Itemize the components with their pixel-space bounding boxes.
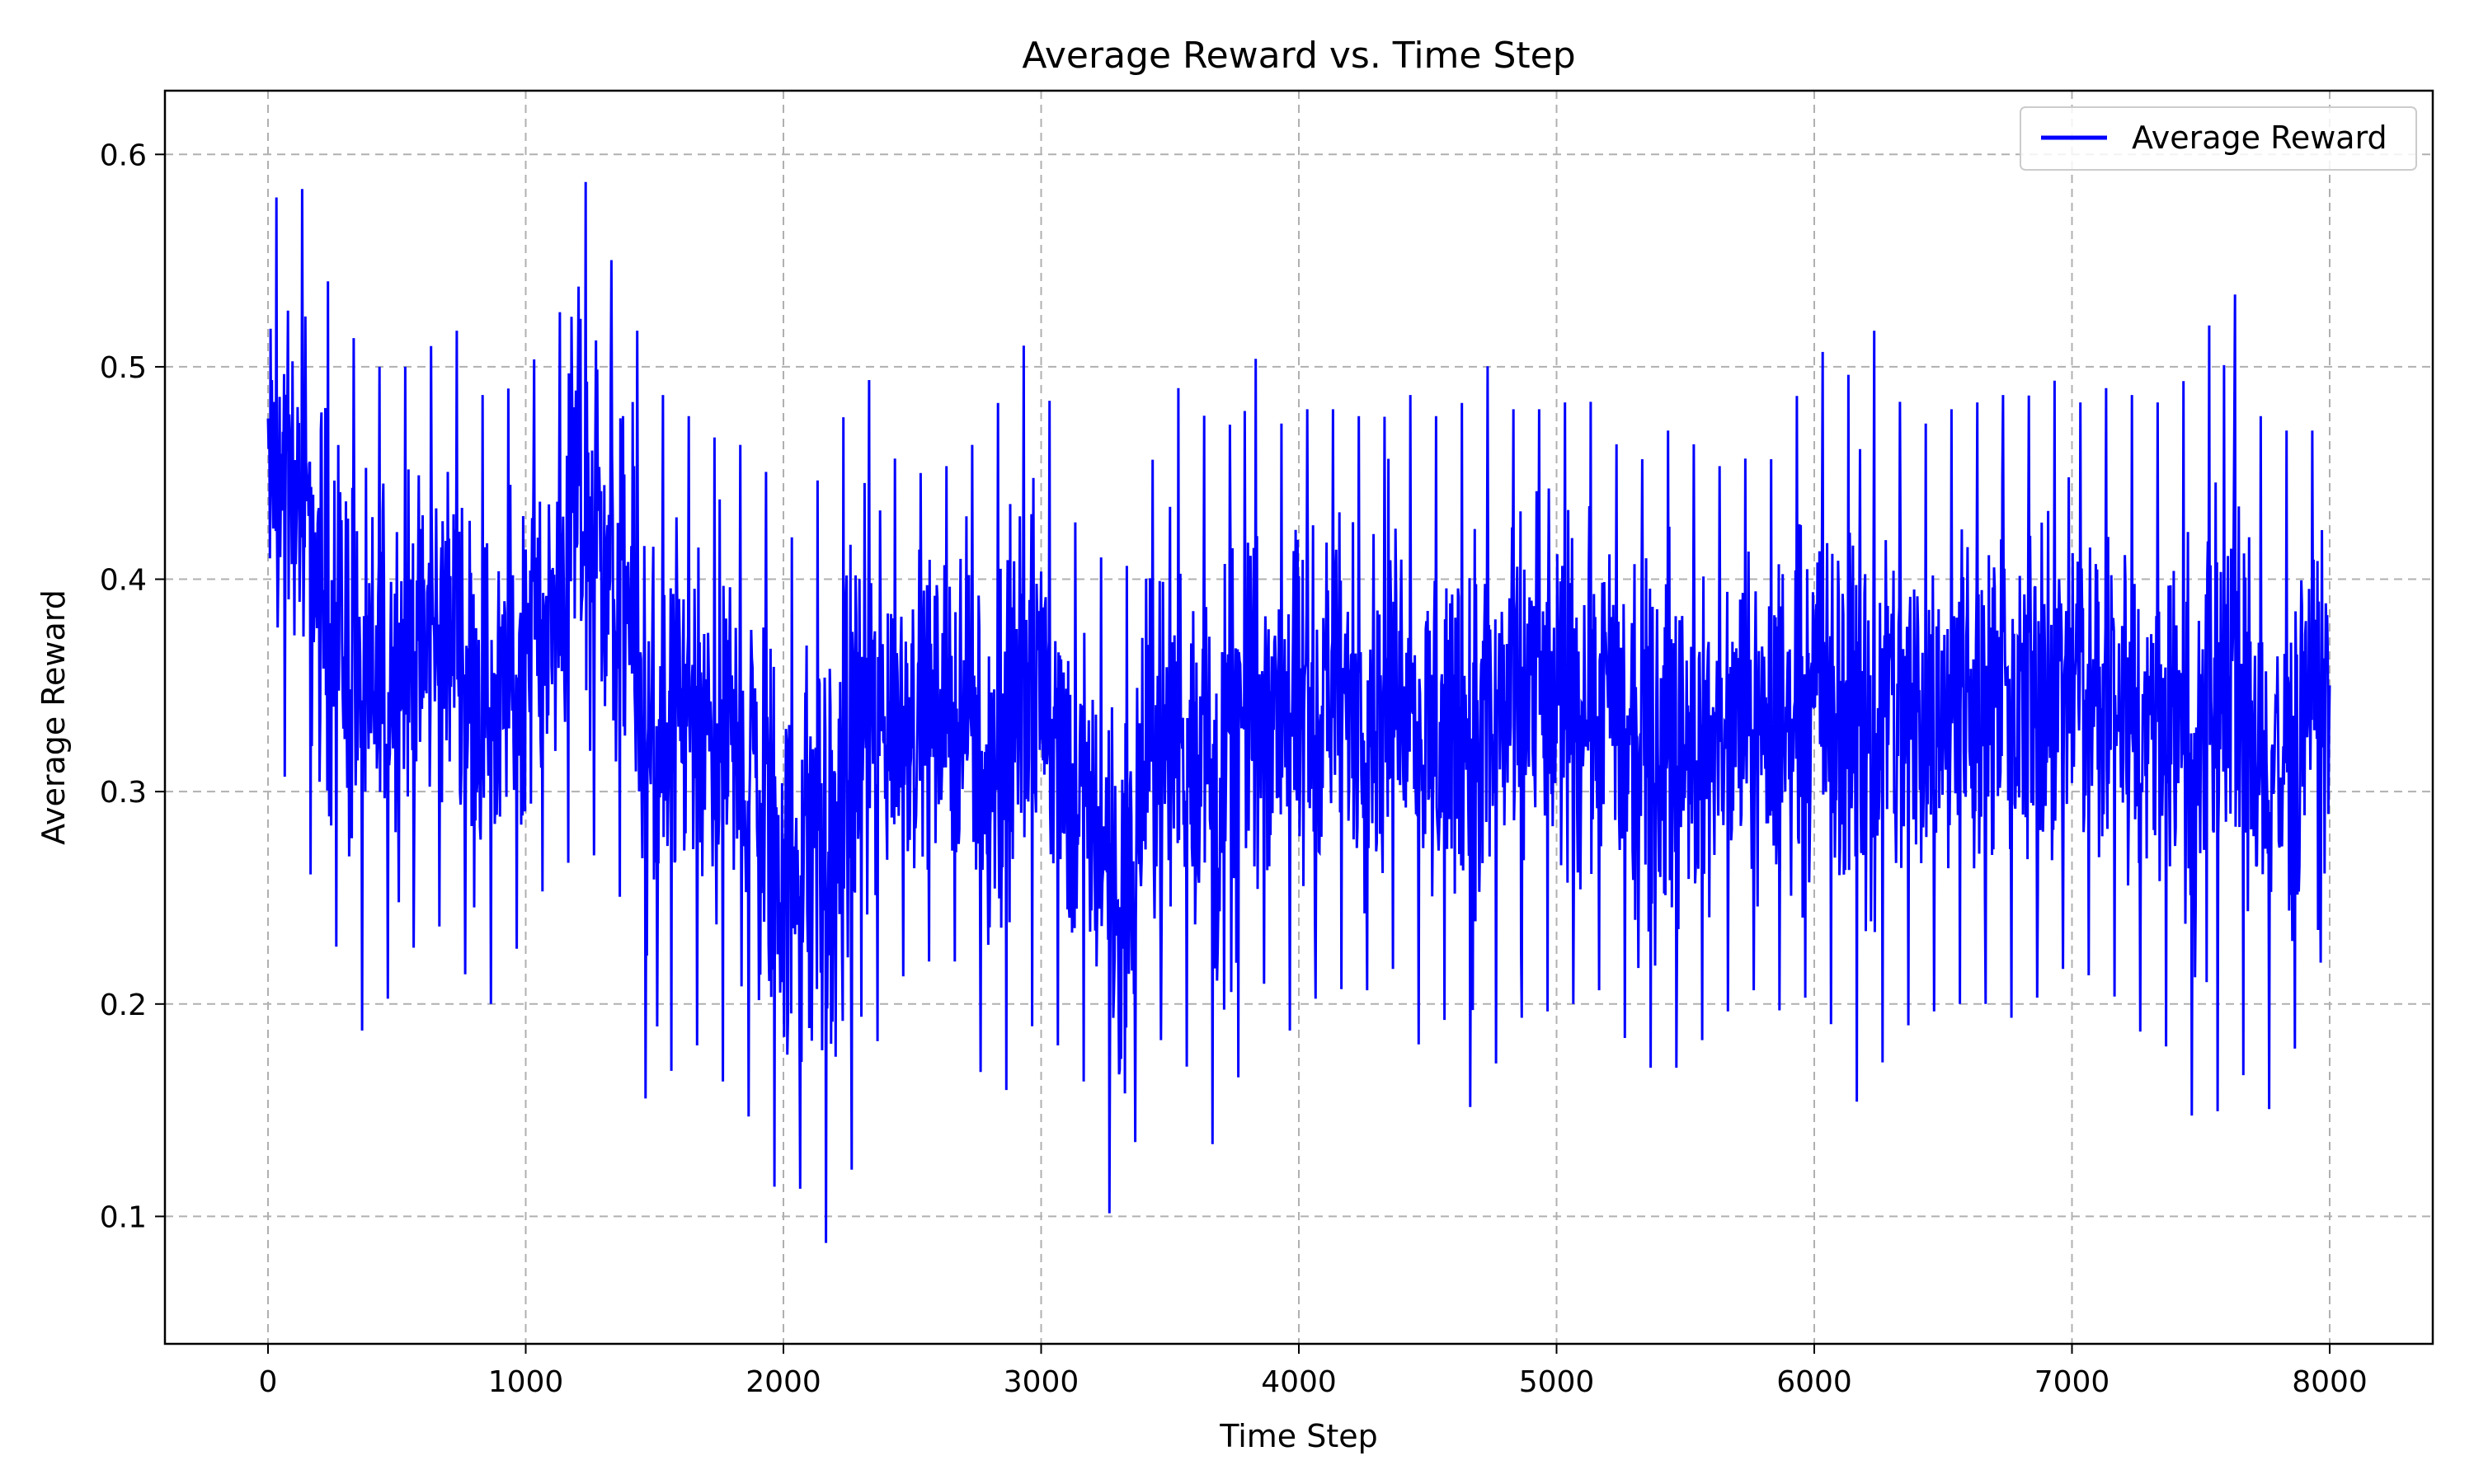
x-tick-label: 6000 <box>1776 1365 1852 1399</box>
x-tick-label: 5000 <box>1519 1365 1595 1399</box>
legend-box <box>2020 106 2417 171</box>
y-tick-label: 0.5 <box>100 351 147 385</box>
x-axis-label: Time Step <box>1219 1418 1378 1454</box>
chart-title: Average Reward vs. Time Step <box>1022 35 1575 77</box>
x-tick-label: 7000 <box>2034 1365 2110 1399</box>
y-axis-label: Average Reward <box>35 589 72 845</box>
legend-label: Average Reward <box>2132 120 2387 156</box>
x-tick-label: 2000 <box>745 1365 821 1399</box>
x-tick-label: 4000 <box>1261 1365 1337 1399</box>
y-tick-label: 0.4 <box>100 564 147 598</box>
grid-lines <box>165 91 2433 1344</box>
series-layer <box>266 181 2331 1243</box>
y-axis-ticks: 0.1 0.2 0.3 0.4 0.5 0.6 <box>100 139 165 1234</box>
legend: Average Reward <box>2020 106 2417 171</box>
y-tick-label: 0.6 <box>100 139 147 172</box>
x-tick-label: 0 <box>259 1365 278 1399</box>
y-tick-label: 0.3 <box>100 776 147 810</box>
x-axis-ticks: 0 1000 2000 3000 4000 5000 6000 7000 8000 <box>259 1344 2368 1399</box>
y-tick-label: 0.2 <box>100 989 147 1022</box>
series-line-average-reward <box>266 181 2331 1243</box>
x-tick-label: 8000 <box>2292 1365 2368 1399</box>
x-tick-label: 1000 <box>488 1365 564 1399</box>
y-tick-label: 0.1 <box>100 1200 147 1234</box>
x-tick-label: 3000 <box>1004 1365 1079 1399</box>
